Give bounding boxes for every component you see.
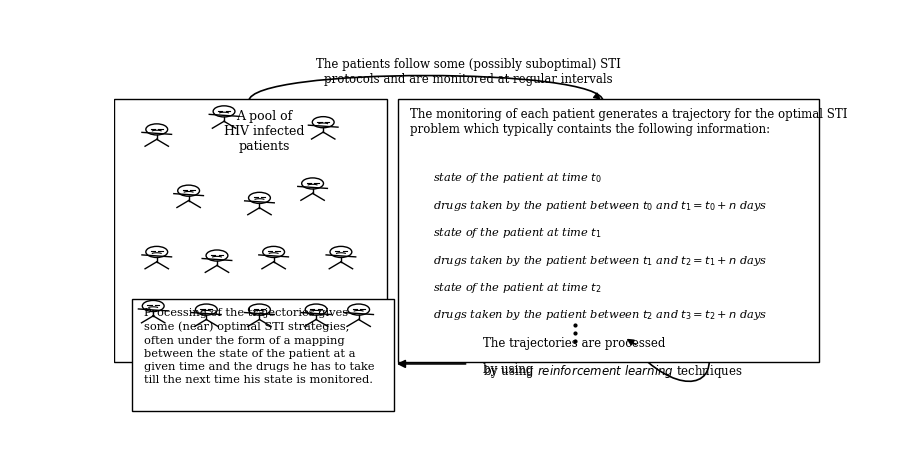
Text: The patients follow some (possibly suboptimal) STI
protocols and are monitored a: The patients follow some (possibly subop… [316,58,621,86]
Text: by using $\it{reinforcement\ learning}$ techniques: by using $\it{reinforcement\ learning}$ … [483,363,742,380]
Text: state of the patient at time $t_0$: state of the patient at time $t_0$ [433,171,601,185]
FancyBboxPatch shape [398,99,819,362]
Text: drugs taken by the patient between $t_2$ and $t_3 = t_2 + n$ days: drugs taken by the patient between $t_2$… [433,308,768,322]
FancyBboxPatch shape [114,99,387,362]
FancyBboxPatch shape [132,300,394,411]
Text: drugs taken by the patient between $t_0$ and $t_1 = t_0 + n$ days: drugs taken by the patient between $t_0$… [433,199,768,213]
Text: Processing of the trajectories gives
some (near) optimal STI strategies,
often u: Processing of the trajectories gives som… [144,308,375,385]
Text: The monitoring of each patient generates a trajectory for the optimal STI
proble: The monitoring of each patient generates… [409,108,847,136]
Text: state of the patient at time $t_2$: state of the patient at time $t_2$ [433,281,601,295]
Text: by using: by using [483,363,537,376]
Text: drugs taken by the patient between $t_1$ and $t_2 = t_1 + n$ days: drugs taken by the patient between $t_1$… [433,254,768,268]
Text: The trajectories are processed: The trajectories are processed [483,337,665,350]
Text: state of the patient at time $t_1$: state of the patient at time $t_1$ [433,226,601,240]
Text: A pool of
HIV infected
patients: A pool of HIV infected patients [224,110,304,153]
